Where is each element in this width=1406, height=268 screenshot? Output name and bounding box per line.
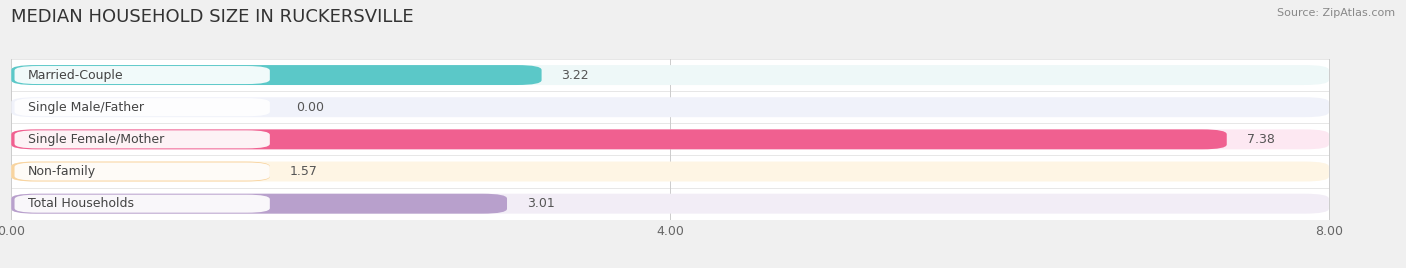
Text: 3.22: 3.22 — [561, 69, 589, 81]
FancyBboxPatch shape — [11, 59, 1329, 220]
Text: 1.57: 1.57 — [290, 165, 318, 178]
FancyBboxPatch shape — [11, 194, 1329, 214]
FancyBboxPatch shape — [14, 130, 270, 148]
FancyBboxPatch shape — [14, 66, 270, 84]
FancyBboxPatch shape — [14, 98, 270, 116]
FancyBboxPatch shape — [11, 65, 1329, 85]
FancyBboxPatch shape — [14, 162, 270, 181]
Text: Non-family: Non-family — [28, 165, 96, 178]
Text: 7.38: 7.38 — [1247, 133, 1274, 146]
FancyBboxPatch shape — [11, 162, 270, 181]
FancyBboxPatch shape — [14, 195, 270, 213]
FancyBboxPatch shape — [11, 129, 1227, 149]
Text: Source: ZipAtlas.com: Source: ZipAtlas.com — [1277, 8, 1395, 18]
FancyBboxPatch shape — [11, 194, 508, 214]
Text: MEDIAN HOUSEHOLD SIZE IN RUCKERSVILLE: MEDIAN HOUSEHOLD SIZE IN RUCKERSVILLE — [11, 8, 413, 26]
Text: 3.01: 3.01 — [527, 197, 554, 210]
FancyBboxPatch shape — [11, 97, 1329, 117]
Text: Married-Couple: Married-Couple — [28, 69, 124, 81]
FancyBboxPatch shape — [11, 65, 541, 85]
FancyBboxPatch shape — [11, 129, 1329, 149]
FancyBboxPatch shape — [11, 162, 1329, 181]
Text: Total Households: Total Households — [28, 197, 134, 210]
Text: Single Female/Mother: Single Female/Mother — [28, 133, 165, 146]
Text: Single Male/Father: Single Male/Father — [28, 101, 143, 114]
Text: 0.00: 0.00 — [297, 101, 325, 114]
